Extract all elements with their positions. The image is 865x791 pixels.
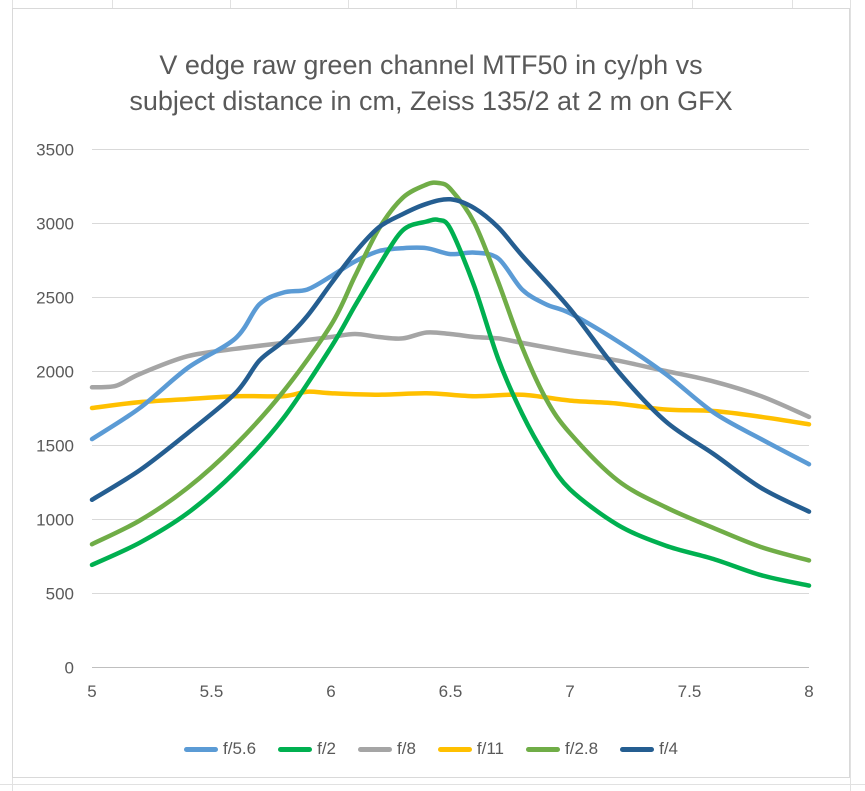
legend-label: f/5.6 [223,739,257,758]
y-tick-label: 0 [65,659,74,678]
series-line-f-4[interactable] [89,196,812,514]
y-tick-label: 3500 [36,141,74,160]
legend[interactable]: f/5.6 f/2 f/8 f/11 f/2.8 f/4 [13,737,849,761]
series-line-f-5-6[interactable] [89,245,812,467]
legend-swatch [358,746,392,752]
y-tick-label: 2000 [36,363,74,382]
legend-label: f/11 [476,739,504,758]
y-tick-label: 2500 [36,289,74,308]
y-tick-label: 500 [46,585,74,604]
legend-item[interactable]: f/4 [620,739,678,759]
series-lines [89,180,812,588]
y-tick-label: 1500 [36,437,74,456]
gridlines [92,149,809,668]
series-line-f-11[interactable] [89,389,812,427]
legend-swatch [437,746,472,752]
legend-label: f/2.8 [565,739,599,758]
legend-item[interactable]: f/11 [437,739,504,759]
x-tick-label: 7 [565,682,574,701]
legend-item[interactable]: f/5.6 [184,739,256,759]
legend-swatch [278,746,313,752]
y-tick-label: 3000 [36,215,74,234]
legend-label: f/8 [397,739,416,758]
x-tick-label: 7.5 [678,682,702,701]
legend-item[interactable]: f/2 [278,739,336,759]
x-tick-label: 6.5 [439,682,463,701]
chart-area[interactable]: V edge raw green channel MTF50 in cy/ph … [12,8,850,778]
x-tick-label: 6 [326,682,335,701]
legend-swatch [526,746,560,752]
legend-label: f/4 [659,739,678,758]
series-line-f-2[interactable] [89,217,812,588]
x-tick-label: 5 [87,682,96,701]
y-tick-label: 1000 [36,511,74,530]
x-tick-label: 8 [804,682,813,701]
legend-label: f/2 [317,739,336,758]
plot-area[interactable]: 0 500 1000 1500 2000 2500 3000 3500 5 5.5 6 6.5 7 7.… [13,9,849,729]
chart-title-line-1: V edge raw green channel MTF50 in cy/ph … [159,50,703,80]
chart-title: V edge raw green channel MTF50 in cy/ph … [13,47,849,119]
chart-title-line-2: subject distance in cm, Zeiss 135/2 at 2… [129,86,733,116]
series-line-f-2-8[interactable] [89,180,812,563]
y-axis-tick-labels: 0 500 1000 1500 2000 2500 3000 3500 [36,141,74,678]
legend-swatch [184,746,218,752]
legend-swatch [620,746,655,752]
legend-item[interactable]: f/8 [358,739,416,759]
x-axis-tick-labels: 5 5.5 6 6.5 7 7.5 8 [87,682,813,701]
x-tick-label: 5.5 [200,682,224,701]
legend-item[interactable]: f/2.8 [526,739,598,759]
